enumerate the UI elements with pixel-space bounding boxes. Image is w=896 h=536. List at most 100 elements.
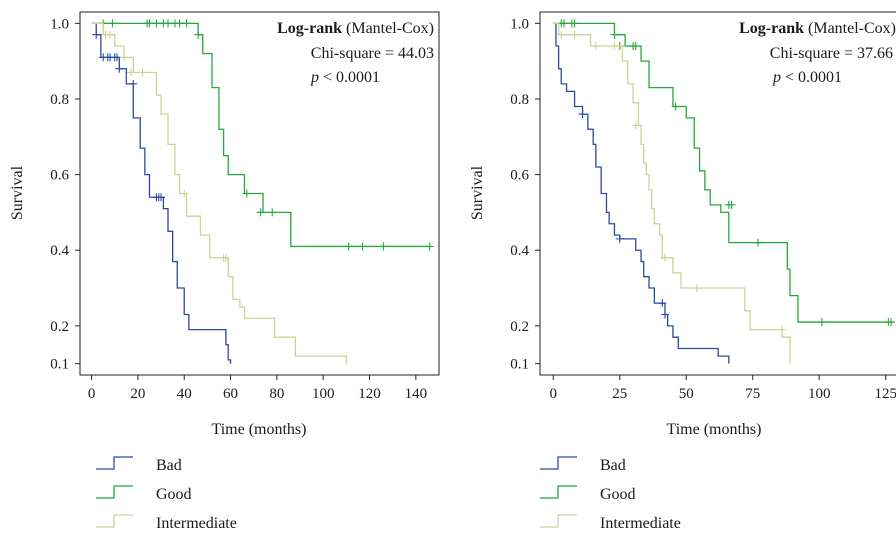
y-tick-label: 0.2 [50,319,69,335]
y-tick-label: 0.8 [50,92,69,108]
censor-mark-good [164,19,173,28]
x-tick-label: 80 [269,386,284,402]
censor-mark-good [358,242,367,251]
x-tick-label: 50 [679,386,694,402]
censor-mark-bad [660,310,669,319]
censor-mark-good [152,19,161,28]
y-tick-label: 0.1 [50,357,69,373]
x-tick-label: 0 [550,386,558,402]
censor-mark-good [610,30,619,39]
p-symbol-left: p [310,69,319,86]
censor-mark-intermediate [120,53,129,62]
x-axis-title-left: Time (months) [212,421,307,438]
annotation-line1-rest-right: (Mantel-Cox) [804,20,896,37]
y-tick-label: 0.1 [510,357,529,373]
survival-curve-bad [553,22,730,364]
curves-right [553,19,896,364]
y-tick-label: 0.2 [510,319,529,335]
p-value-right: p < 0.0001 [772,69,842,86]
annotation-line1-rest-left: (Mantel-Cox) [342,20,434,37]
legend-label-bad: Bad [156,457,182,474]
x-tick-label: 140 [405,386,428,402]
censor-mark-bad [129,79,138,88]
censor-mark-good [344,242,353,251]
censor-mark-bad [92,30,101,39]
censor-mark-bad [615,234,624,243]
x-tick-label: 75 [745,386,760,402]
y-tick-label: 0.6 [510,168,529,184]
legend-label-intermediate: Intermediate [156,515,237,532]
legend-swatch-bad [96,456,133,470]
curves-left [91,19,434,364]
survival-curve-good [91,22,430,248]
annotation-right: Log-rank (Mantel-Cox) [739,20,896,37]
censor-mark-good [671,102,680,111]
censor-mark-intermediate [106,30,115,39]
annotation-line1-bold-right: Log-rank [739,20,804,37]
censor-mark-good [887,318,896,327]
legend-left: Bad Good Intermediate [96,456,237,532]
y-tick-label: 0.4 [50,243,69,259]
p-rest-right: < 0.0001 [781,69,842,86]
censor-mark-intermediate [180,189,189,198]
censor-mark-intermediate [631,121,640,130]
censor-mark-intermediate [692,284,701,293]
censor-mark-good [425,242,434,251]
survival-curve-good [553,22,894,323]
censor-mark-intermediate [221,253,230,262]
censor-mark-intermediate [610,42,619,51]
censor-mark-good [182,19,191,28]
y-tick-label: 0.8 [510,92,529,108]
censor-mark-good [256,208,265,217]
censor-mark-good [268,208,277,217]
legend-swatch-intermediate [540,514,577,528]
plot-frame-left [79,11,440,376]
annotation-line1-bold-left: Log-rank [277,20,342,37]
p-rest-left: < 0.0001 [319,69,380,86]
x-tick-label: 40 [177,386,192,402]
legend-right: Bad Good Intermediate [540,456,681,532]
censor-mark-bad [157,193,166,202]
censor-mark-bad [113,53,122,62]
legend-swatch-good [96,485,133,499]
chart-panel-left: Survival Time (months) Log-rank (Mantel-… [9,11,440,532]
censor-mark-good [754,238,763,247]
censor-mark-bad [658,299,667,308]
legend-label-intermediate: Intermediate [600,515,681,532]
legend-swatch-bad [540,456,577,470]
survival-curve-intermediate [553,22,791,364]
censor-mark-good [727,200,736,209]
censor-mark-good [108,19,117,28]
censor-mark-intermediate [557,30,566,39]
x-tick-label: 100 [808,386,831,402]
censor-mark-good [145,19,154,28]
censor-mark-good [242,189,251,198]
censor-mark-good [631,42,640,51]
x-tick-label: 60 [223,386,238,402]
censor-mark-good [817,318,826,327]
censor-mark-good [559,19,568,28]
axes-left: 0 20 40 60 80 100 120 140 1.0 0.8 0.6 0.4 0.2 0.1 [50,16,427,402]
x-tick-label: 120 [358,386,381,402]
axes-right: 0 25 50 75 100 125 1.0 0.8 0.6 0.4 0.2 0.1 [510,16,896,402]
chi-square-right: Chi-square = 37.66 [770,45,893,62]
legend-swatch-good [540,485,577,499]
y-tick-label: 1.0 [50,16,69,32]
legend-label-bad: Bad [600,457,626,474]
censor-mark-intermediate [138,68,147,77]
censor-mark-intermediate [591,42,600,51]
y-axis-title-right: Survival [469,165,486,220]
x-tick-label: 0 [88,386,96,402]
censor-mark-intermediate [777,325,786,334]
plot-frame-right [539,11,896,376]
y-tick-label: 0.4 [510,243,529,259]
y-tick-label: 1.0 [510,16,529,32]
legend-label-good: Good [600,486,636,503]
x-axis-title-right: Time (months) [667,421,762,438]
x-tick-label: 100 [312,386,335,402]
x-tick-label: 125 [874,386,896,402]
x-tick-label: 25 [612,386,627,402]
legend-swatch-intermediate [96,514,133,528]
y-axis-title-left: Survival [9,165,26,220]
